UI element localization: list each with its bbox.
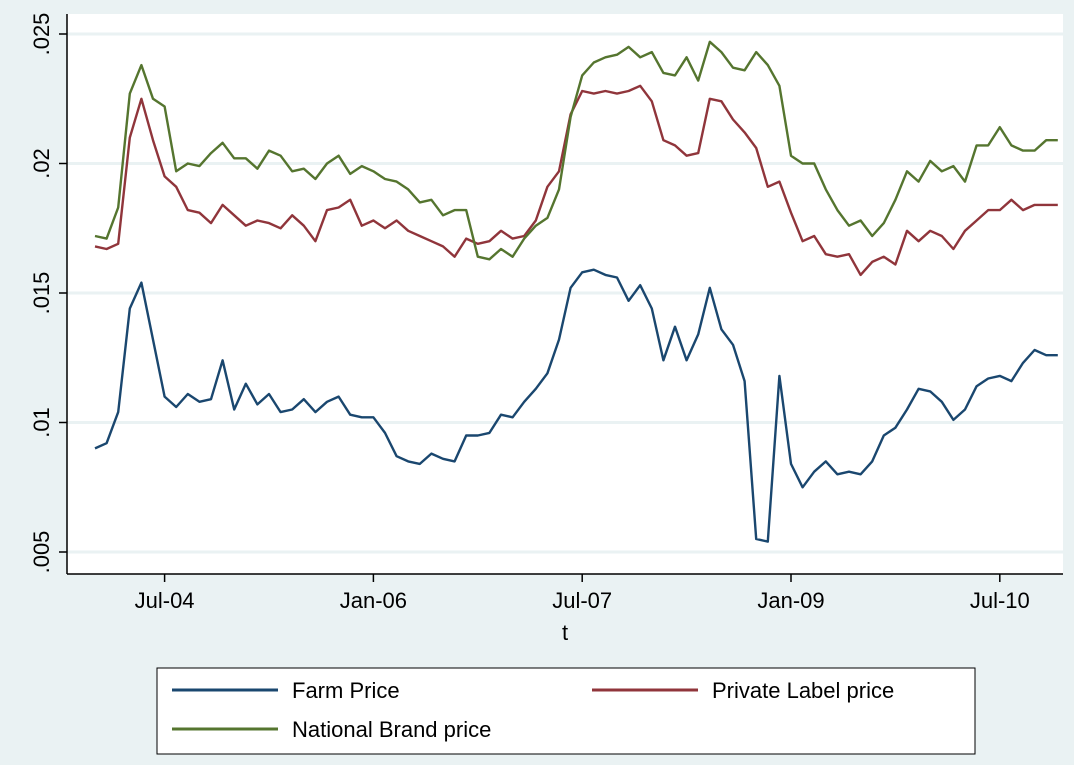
x-axis-title: t bbox=[562, 620, 568, 645]
x-axis-ticks: Jul-04 Jan-06 Jul-07 Jan-09 Jul-10 bbox=[135, 574, 1030, 613]
legend-label-farm-price: Farm Price bbox=[292, 678, 400, 703]
y-tick-label: .01 bbox=[29, 407, 54, 438]
y-tick-label: .015 bbox=[29, 272, 54, 315]
y-tick-label: .025 bbox=[29, 13, 54, 56]
legend-label-private-label-price: Private Label price bbox=[712, 678, 894, 703]
x-tick-label: Jan-09 bbox=[757, 588, 824, 613]
legend-box bbox=[156, 667, 976, 755]
series-line-private-label-price bbox=[94, 84, 1058, 277]
gridlines bbox=[67, 32, 1063, 554]
x-tick-label: Jul-07 bbox=[552, 588, 612, 613]
legend: Farm Price Private Label price National … bbox=[156, 667, 976, 755]
x-tick-label: Jul-04 bbox=[135, 588, 195, 613]
y-tick-label: .02 bbox=[29, 148, 54, 179]
x-tick-label: Jan-06 bbox=[340, 588, 407, 613]
x-tick-label: Jul-10 bbox=[970, 588, 1030, 613]
series-line-farm-price bbox=[94, 268, 1058, 543]
y-axis-ticks: .005 .01 .015 .02 .025 bbox=[29, 13, 67, 574]
series-layer bbox=[94, 40, 1058, 543]
series-line-national-brand-price bbox=[94, 40, 1058, 261]
legend-label-national-brand-price: National Brand price bbox=[292, 717, 491, 742]
y-tick-label: .005 bbox=[29, 531, 54, 574]
